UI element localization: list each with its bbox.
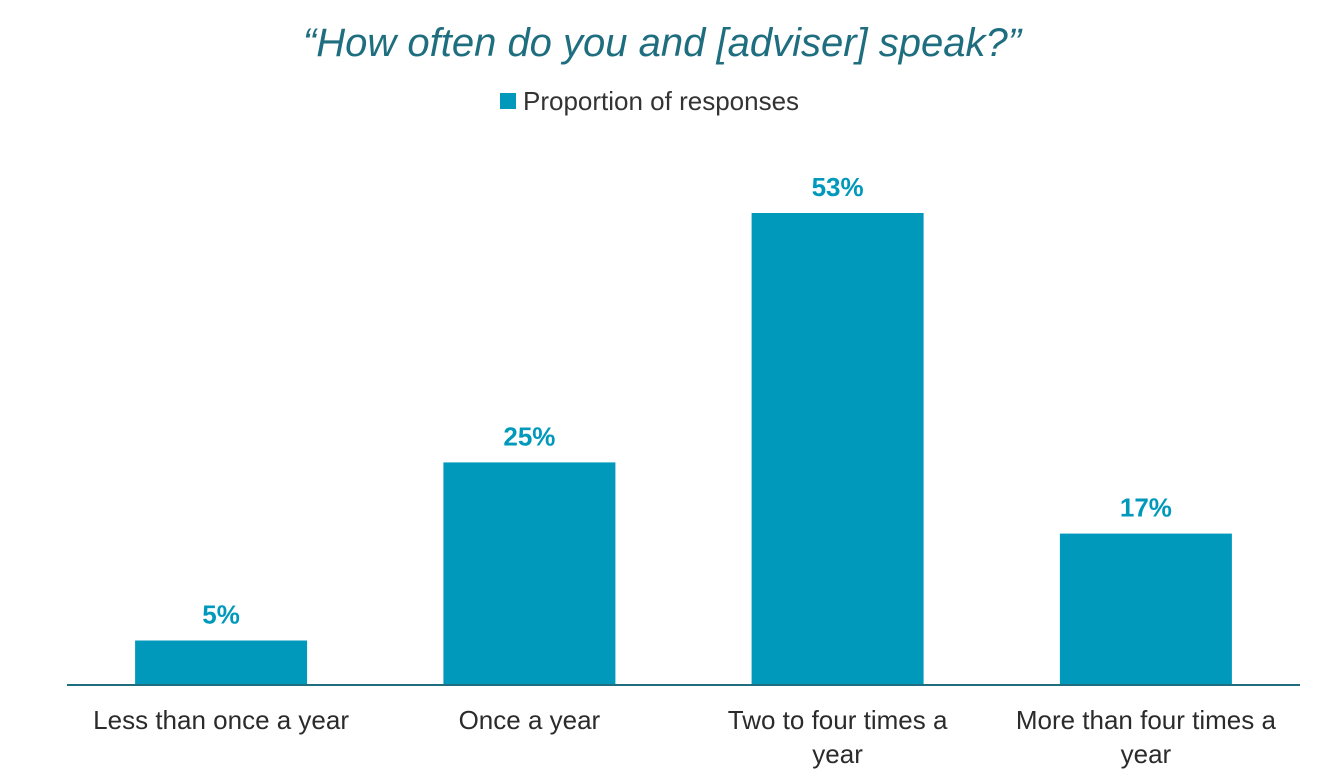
bars <box>135 213 1232 685</box>
x-axis-tick-labels: Less than once a year Once a year Two to f… <box>93 705 1276 769</box>
bar <box>1059 533 1232 685</box>
x-tick-label: Less than once a year <box>93 705 349 735</box>
data-labels: 5% 25% 53% 17% <box>202 172 1172 630</box>
bar <box>135 640 308 685</box>
x-tick-label: Two to four times a <box>728 705 948 735</box>
x-tick-label: year <box>812 739 863 769</box>
data-label: 17% <box>1120 493 1172 523</box>
data-label: 25% <box>503 421 555 451</box>
bar <box>751 213 924 685</box>
bar <box>443 462 616 685</box>
chart-title: “How often do you and [adviser] speak?” <box>303 21 1023 65</box>
x-tick-label: More than four times a <box>1016 705 1277 735</box>
x-tick-label: Once a year <box>459 705 601 735</box>
legend-swatch <box>500 93 516 109</box>
data-label: 53% <box>812 172 864 202</box>
legend-label: Proportion of responses <box>523 86 799 116</box>
data-label: 5% <box>202 600 240 630</box>
x-tick-label: year <box>1121 739 1172 769</box>
legend: Proportion of responses <box>500 86 799 116</box>
